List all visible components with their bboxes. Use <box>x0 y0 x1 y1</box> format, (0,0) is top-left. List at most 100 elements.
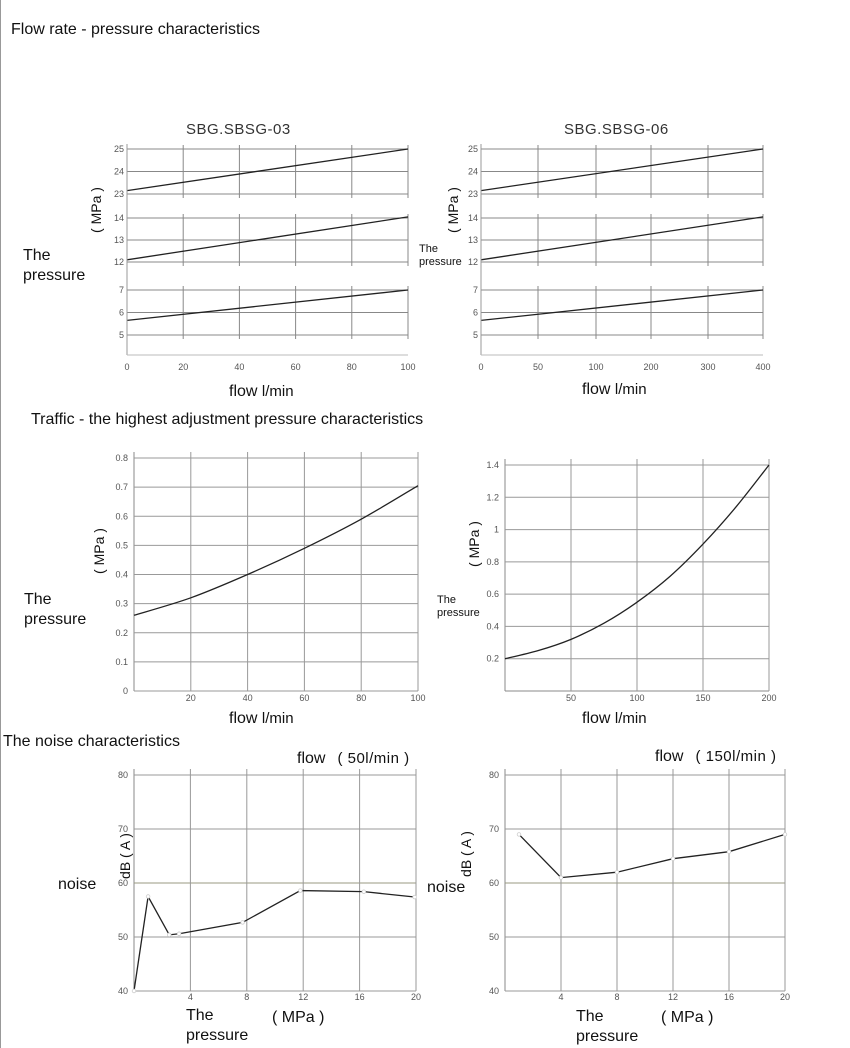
x-tick-label: 200 <box>761 693 776 703</box>
x-tick-label: 100 <box>410 693 425 703</box>
y-tick-label: 14 <box>468 213 478 223</box>
y-tick-label: 7 <box>473 285 478 295</box>
x-label-pressure: The pressure <box>576 1008 639 1045</box>
y-tick-label: 7 <box>119 285 124 295</box>
noise-flow-title-50: flow( 50l/min ) <box>297 750 410 767</box>
y-tick-label: 23 <box>468 189 478 199</box>
y-tick-label: 6 <box>473 308 478 318</box>
noise-flow-title-150: flow( 150l/min ) <box>655 748 777 765</box>
x-tick-label: 20 <box>186 693 196 703</box>
y-tick-label: 12 <box>468 257 478 267</box>
x-tick-label: 60 <box>291 362 301 372</box>
series-line <box>480 216 764 261</box>
chart-title-sbg06: SBG.SBSG-06 <box>564 121 669 138</box>
x-tick-label: 40 <box>234 362 244 372</box>
x-tick-label: 50 <box>533 362 543 372</box>
x-tick-label: 20 <box>178 362 188 372</box>
y-tick-label: 6 <box>119 308 124 318</box>
x-tick-label: 12 <box>298 992 308 1002</box>
data-point <box>240 920 245 925</box>
data-point <box>176 931 182 936</box>
x-tick-label: 50 <box>566 693 576 703</box>
chart-ns2: 40 50 60 70 80 4 8 12 16 20 <box>489 769 790 1002</box>
data-point <box>145 894 151 899</box>
x-tick-label: 80 <box>347 362 357 372</box>
y-tick-label: 24 <box>468 167 478 177</box>
x-tick-label: 60 <box>299 693 309 703</box>
y-tick-label: 1.2 <box>486 492 499 502</box>
y-tick-label: 60 <box>118 878 128 888</box>
x-unit-mpa: ( MPa ) <box>661 1009 714 1026</box>
chart-tr2: 0.2 0.4 0.6 0.8 1 1.2 1.4 50 100 150 200 <box>486 459 777 703</box>
data-point <box>670 856 676 861</box>
y-tick-label: 0.4 <box>486 621 499 631</box>
y-tick-label: 14 <box>114 213 124 223</box>
x-tick-label: 0 <box>478 362 483 372</box>
data-point <box>558 875 564 880</box>
chart-tr1: 0 0.1 0.2 0.3 0.4 0.5 0.6 0.7 0.8 20 40 60 80 100 <box>115 452 426 703</box>
y-tick-label: 0.5 <box>115 540 128 550</box>
y-tick-label: 0.2 <box>115 628 128 638</box>
y-tick-label: 23 <box>114 189 124 199</box>
y-tick-label: 25 <box>468 144 478 154</box>
x-label-flow: flow l/min <box>229 383 294 400</box>
y-tick-label: 1.4 <box>486 460 499 470</box>
y-tick-label: 70 <box>118 824 128 834</box>
x-tick-label: 40 <box>243 693 253 703</box>
x-tick-label: 20 <box>411 992 421 1002</box>
y-label-pressure: The pressure <box>24 591 87 628</box>
series-line <box>480 148 764 192</box>
x-label-pressure: The pressure <box>186 1007 249 1044</box>
series-line <box>126 148 409 192</box>
y-tick-label: 25 <box>114 144 124 154</box>
y-tick-label: 80 <box>118 770 128 780</box>
data-point <box>131 988 137 994</box>
y-tick-label: 80 <box>489 770 499 780</box>
x-label-flow: flow l/min <box>582 710 647 727</box>
series-line <box>126 289 409 322</box>
x-tick-label: 300 <box>700 362 715 372</box>
chart-fp06: 5 6 7 12 13 14 23 24 25 0 50 100 200 300 400 <box>468 144 771 372</box>
y-tick-label: 0.7 <box>115 482 128 492</box>
data-point <box>298 888 303 893</box>
x-tick-label: 100 <box>588 362 603 372</box>
y-tick-label: 0.1 <box>115 657 128 667</box>
series-line <box>133 485 419 616</box>
x-tick-label: 8 <box>614 992 619 1002</box>
y-tick-label: 5 <box>119 330 124 340</box>
series-line <box>126 216 409 261</box>
x-label-flow: flow l/min <box>582 381 647 398</box>
y-label-noise: noise <box>58 876 97 893</box>
data-point <box>361 889 367 894</box>
chart-fp03: 5 6 7 12 13 14 23 24 25 0 20 40 60 80 100 <box>114 144 416 372</box>
y-tick-label: 40 <box>118 986 128 996</box>
heading-noise: The noise characteristics <box>3 733 180 750</box>
y-tick-label: 0.4 <box>115 570 128 580</box>
y-tick-label: 0.3 <box>115 599 128 609</box>
heading-traffic: Traffic - the highest adjustment pressur… <box>31 411 424 428</box>
series-line <box>133 889 415 992</box>
x-tick-label: 100 <box>400 362 415 372</box>
x-tick-label: 12 <box>668 992 678 1002</box>
heading-flow-pressure: Flow rate - pressure characteristics <box>11 21 260 38</box>
y-tick-label: 5 <box>473 330 478 340</box>
chart-title-sbg03: SBG.SBSG-03 <box>186 121 291 138</box>
y-tick-label: 13 <box>114 235 124 245</box>
series-line <box>480 289 764 322</box>
series-line <box>518 833 786 879</box>
data-point <box>614 870 620 875</box>
data-point <box>726 849 732 854</box>
x-tick-label: 0 <box>124 362 129 372</box>
y-label-noise: noise <box>427 879 466 896</box>
data-point <box>516 832 522 837</box>
y-tick-label: 0.8 <box>115 453 128 463</box>
y-label-pressure: The pressure <box>419 243 462 268</box>
x-tick-label: 16 <box>724 992 734 1002</box>
x-tick-label: 100 <box>629 693 644 703</box>
page-left-border <box>0 0 1 1048</box>
y-tick-label: 60 <box>489 878 499 888</box>
y-tick-label: 50 <box>489 932 499 942</box>
series-line <box>504 464 770 660</box>
y-tick-label: 70 <box>489 824 499 834</box>
